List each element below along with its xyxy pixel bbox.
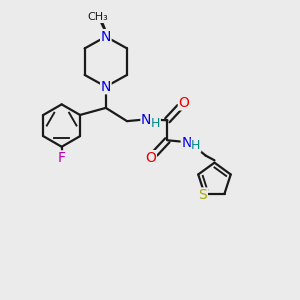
Text: N: N bbox=[100, 80, 111, 94]
Text: F: F bbox=[58, 151, 66, 165]
Text: O: O bbox=[146, 151, 156, 165]
Text: N: N bbox=[141, 113, 152, 127]
Text: H: H bbox=[151, 117, 160, 130]
Text: N: N bbox=[100, 30, 111, 44]
Text: H: H bbox=[191, 139, 201, 152]
Text: S: S bbox=[199, 188, 207, 202]
Text: CH₃: CH₃ bbox=[88, 12, 109, 22]
Text: O: O bbox=[178, 96, 189, 110]
Text: CH₃: CH₃ bbox=[87, 13, 108, 22]
Text: N: N bbox=[181, 136, 192, 150]
